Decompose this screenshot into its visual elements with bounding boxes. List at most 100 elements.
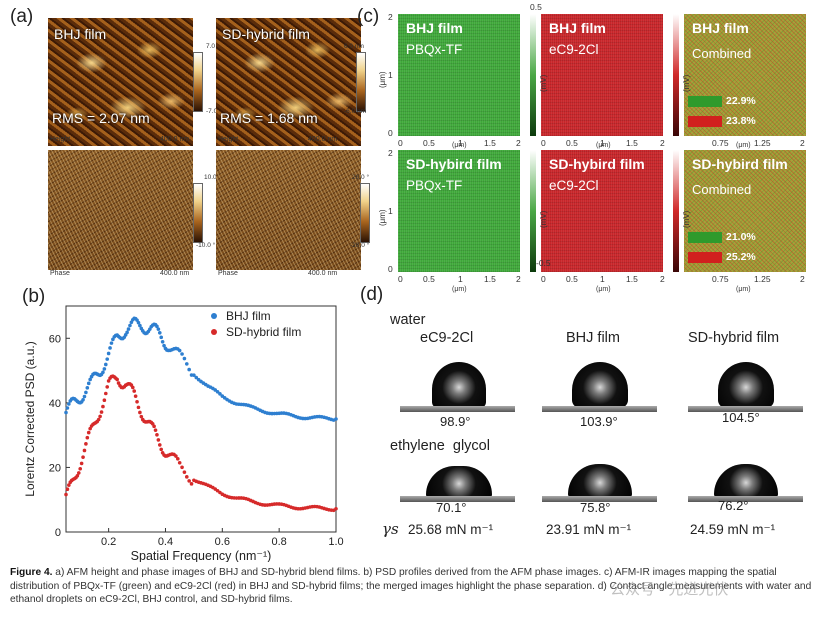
x-tick-label: 1.5 bbox=[484, 274, 496, 284]
data-point bbox=[75, 473, 80, 478]
data-point bbox=[162, 343, 166, 348]
data-point bbox=[79, 461, 84, 466]
figure-caption: Figure 4. a) AFM height and phase images… bbox=[10, 566, 820, 607]
data-point bbox=[152, 424, 156, 429]
plot-frame bbox=[65, 305, 337, 533]
legend-value-green: 22.9% bbox=[726, 95, 756, 107]
row-label-water: water bbox=[390, 312, 426, 328]
afm-film-label: BHJ film bbox=[54, 26, 107, 42]
surface-energy-value: 23.91 mN m⁻¹ bbox=[546, 522, 632, 537]
afm-mode-label: Phase bbox=[50, 270, 70, 277]
water-drop-image bbox=[688, 356, 803, 412]
substrate bbox=[400, 496, 515, 502]
data-point bbox=[103, 391, 108, 396]
legend-value-red: 23.8% bbox=[726, 115, 756, 127]
x-tick-label: 1 bbox=[458, 138, 463, 148]
data-point bbox=[106, 379, 111, 383]
legend-swatch-green bbox=[688, 232, 722, 243]
data-point bbox=[133, 394, 138, 398]
data-point bbox=[177, 460, 182, 465]
data-point bbox=[194, 375, 199, 380]
colorbar-min: -6.0 nm bbox=[344, 108, 367, 115]
contact-angle-value: 104.5° bbox=[722, 410, 760, 425]
droplet bbox=[572, 362, 628, 408]
colorbar-max: 28.0 ° bbox=[352, 174, 370, 181]
ir-map-title: SD-hybird film bbox=[549, 156, 645, 172]
colorbar-max: 6.0 nm bbox=[344, 43, 364, 50]
colorbar-unit-label: (mV) bbox=[682, 210, 691, 228]
ir-map-sd-ec9: SD-hybird film eC9-2Cl bbox=[541, 150, 663, 272]
data-point bbox=[136, 405, 141, 410]
ir-map-subtitle: eC9-2Cl bbox=[549, 42, 599, 57]
data-point bbox=[153, 428, 158, 432]
y-tick-label: 1 bbox=[388, 70, 393, 80]
sample-label: BHJ film bbox=[566, 330, 620, 346]
ir-map-subtitle: Combined bbox=[692, 46, 752, 61]
droplet bbox=[432, 362, 486, 408]
ir-map-title: SD-hybird film bbox=[406, 156, 502, 172]
afm-phase-bhj bbox=[48, 150, 193, 270]
data-point bbox=[98, 414, 102, 419]
ir-map-bhj-ec9: BHJ film eC9-2Cl bbox=[541, 14, 663, 136]
legend-swatch-red bbox=[688, 116, 722, 127]
x-tick-label: 1.25 bbox=[754, 138, 771, 148]
row-label-ethylene-glycol: ethylene glycol bbox=[390, 438, 490, 454]
x-axis-label: (μm) bbox=[736, 286, 751, 293]
x-axis-label: (μm) bbox=[596, 142, 611, 149]
data-point bbox=[184, 362, 189, 366]
x-tick-label: 2 bbox=[800, 274, 805, 284]
water-drop-image bbox=[542, 356, 657, 412]
psd-chart: 0.2 0.4 0.6 0.8 1.0 0 20 40 60 Spatial Frequency … bbox=[23, 305, 344, 562]
x-axis-label: (μm) bbox=[596, 286, 611, 293]
watermark: 公众号 · 先进光伏 bbox=[610, 581, 729, 598]
y-tick-label: 60 bbox=[49, 333, 61, 345]
legend-swatch-red bbox=[688, 252, 722, 263]
data-point bbox=[64, 492, 68, 497]
x-tick-label: 0.6 bbox=[215, 536, 230, 548]
data-point bbox=[160, 340, 165, 344]
afm-scale-label: 400.0 nm bbox=[160, 270, 190, 277]
x-tick-label: 2 bbox=[516, 274, 521, 284]
data-point bbox=[334, 417, 338, 421]
x-tick-label: 1.25 bbox=[754, 274, 771, 284]
substrate bbox=[400, 406, 515, 412]
caption-text: a) AFM height and phase images of BHJ an… bbox=[10, 567, 812, 605]
afm-height-sd-hybrid: SD-hybrid film RMS = 1.68 nm bbox=[216, 18, 361, 146]
x-tick-label: 0 bbox=[398, 138, 403, 148]
colorbar-max: 10.0 ° bbox=[204, 174, 222, 181]
x-tick-label: 1.5 bbox=[626, 138, 638, 148]
data-point bbox=[139, 414, 144, 419]
data-point bbox=[126, 327, 131, 331]
ir-map-subtitle: eC9-2Cl bbox=[549, 178, 599, 193]
data-point bbox=[187, 479, 191, 483]
colorbar-min: -28.0 ° bbox=[350, 242, 370, 249]
data-point bbox=[82, 448, 87, 453]
ir-map-sd-combined: SD-hybird film Combined 21.0% 25.2% bbox=[684, 150, 806, 272]
y-tick-label: 0 bbox=[55, 527, 61, 539]
x-tick-label: 0.75 bbox=[712, 274, 729, 284]
x-tick-label: 1 bbox=[458, 274, 463, 284]
colorbar-max: 7.0 nm bbox=[206, 43, 226, 50]
data-point bbox=[136, 320, 141, 325]
surface-energy-value: 24.59 mN m⁻¹ bbox=[690, 522, 776, 537]
x-tick-label: 0.8 bbox=[272, 536, 287, 548]
x-tick-label: 0.5 bbox=[423, 138, 435, 148]
afm-scale-label: 400.0 nm bbox=[308, 136, 338, 143]
afm-rms-label: RMS = 1.68 nm bbox=[220, 110, 318, 126]
data-point bbox=[182, 356, 187, 361]
y-axis-label: (μm) bbox=[378, 209, 387, 226]
data-point bbox=[184, 475, 189, 479]
surface-energy-symbol: γs bbox=[382, 520, 399, 538]
data-point bbox=[334, 506, 338, 511]
y-tick-label: 0 bbox=[388, 128, 393, 138]
ir-map-bhj-combined: BHJ film Combined 22.9% 23.8% bbox=[684, 14, 806, 136]
data-point bbox=[108, 346, 112, 350]
data-point bbox=[135, 399, 139, 404]
x-axis-label: (μm) bbox=[452, 142, 467, 149]
eg-drop-image bbox=[400, 458, 515, 502]
sample-label: eC9-2Cl bbox=[420, 330, 474, 346]
data-point bbox=[103, 362, 108, 367]
data-point bbox=[102, 367, 107, 371]
colorbar-height-bhj bbox=[193, 52, 203, 112]
colorbar-min: -10.0 ° bbox=[196, 242, 216, 249]
